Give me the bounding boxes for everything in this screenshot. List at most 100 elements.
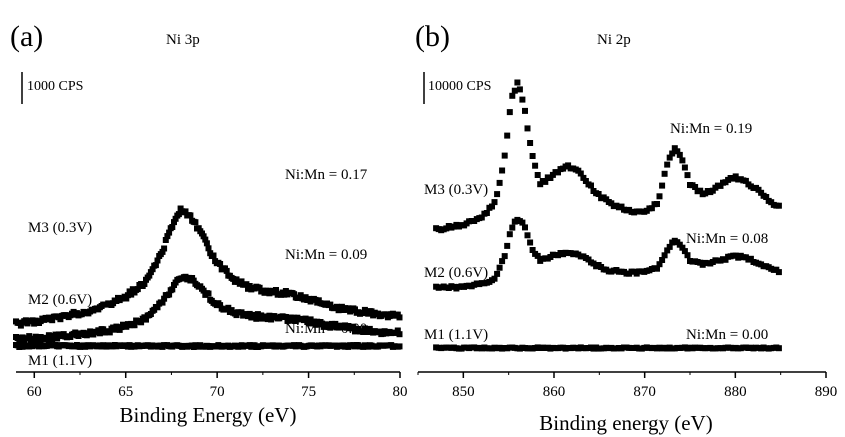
- data-point: [154, 304, 161, 311]
- panel-b-label-m3: M3 (0.3V): [424, 182, 488, 198]
- data-point: [333, 303, 340, 310]
- panel-a-letter: (a): [10, 20, 43, 53]
- data-point: [674, 148, 681, 155]
- data-point: [182, 208, 189, 215]
- data-point: [223, 267, 230, 274]
- panel-a-xlabel: Binding Energy (eV): [120, 403, 297, 427]
- panel-b-ticks: 850 860 870 880 890: [417, 372, 838, 400]
- data-point: [57, 316, 64, 323]
- data-point: [656, 261, 663, 268]
- data-point: [128, 291, 135, 298]
- x-tick-label: 890: [815, 384, 838, 400]
- data-point: [268, 316, 275, 323]
- data-point: [516, 86, 523, 93]
- data-point: [501, 253, 508, 260]
- data-point: [654, 265, 660, 272]
- data-point: [171, 219, 177, 226]
- data-point: [154, 257, 161, 264]
- data-point: [684, 252, 691, 259]
- data-point: [491, 199, 498, 206]
- data-point: [143, 316, 149, 323]
- data-point: [281, 291, 288, 298]
- series-2: [433, 216, 782, 292]
- data-point: [284, 317, 291, 324]
- x-tick-label: 80: [393, 384, 408, 400]
- data-point: [159, 248, 166, 255]
- panel-a-label-m1: M1 (1.1V): [28, 353, 92, 369]
- panel-b-label-m1: M1 (1.1V): [424, 327, 488, 343]
- data-point: [524, 232, 531, 239]
- data-point: [266, 312, 273, 319]
- data-point: [555, 169, 561, 176]
- data-point: [534, 172, 541, 178]
- data-point: [496, 179, 503, 186]
- data-point: [524, 125, 531, 132]
- data-point: [312, 321, 319, 328]
- data-point: [654, 201, 660, 207]
- data-point: [166, 229, 173, 236]
- data-point: [138, 319, 145, 326]
- data-point: [547, 175, 554, 181]
- data-point: [669, 150, 676, 157]
- data-point: [580, 174, 587, 181]
- data-point: [532, 162, 539, 169]
- data-point: [504, 242, 511, 249]
- data-point: [618, 203, 625, 210]
- panel-b-scale-label: 10000 CPS: [428, 79, 491, 94]
- data-point: [671, 145, 678, 152]
- data-point: [141, 281, 148, 287]
- data-point: [291, 314, 298, 321]
- data-point: [131, 322, 138, 329]
- data-point: [44, 336, 51, 343]
- data-point: [681, 248, 688, 255]
- data-point: [200, 287, 207, 294]
- data-point: [327, 324, 334, 331]
- data-point: [542, 178, 549, 185]
- data-point: [96, 330, 103, 337]
- data-point: [499, 258, 506, 265]
- data-point: [190, 277, 197, 284]
- data-point: [491, 275, 498, 282]
- data-point: [162, 237, 169, 243]
- data-point: [26, 333, 33, 340]
- data-point: [251, 312, 258, 319]
- data-point: [129, 286, 136, 293]
- data-point: [350, 323, 357, 330]
- data-point: [537, 181, 544, 188]
- data-point: [345, 305, 352, 312]
- data-point: [394, 327, 401, 334]
- data-point: [742, 177, 749, 184]
- data-point: [648, 205, 655, 212]
- data-point: [225, 304, 232, 311]
- data-point: [676, 151, 683, 158]
- data-point: [338, 303, 345, 310]
- data-point: [352, 306, 358, 313]
- data-point: [368, 308, 375, 315]
- data-point: [22, 317, 29, 324]
- data-point: [506, 109, 513, 116]
- series-1: [433, 79, 782, 234]
- data-point: [164, 233, 171, 240]
- data-point: [692, 184, 699, 190]
- panel-b-ratio-m2: Ni:Mn = 0.08: [686, 231, 768, 247]
- panel-b-xlabel: Binding energy (eV): [539, 411, 712, 435]
- data-point: [187, 212, 194, 219]
- data-point: [203, 240, 210, 247]
- data-point: [509, 92, 516, 99]
- data-point: [307, 316, 314, 323]
- data-point: [291, 291, 298, 298]
- data-point: [697, 187, 704, 194]
- panel-a-ratio-m3: Ni:Mn = 0.17: [285, 167, 368, 183]
- data-point: [509, 224, 516, 231]
- data-point: [172, 215, 179, 222]
- panel-a-ratio-m2: Ni:Mn = 0.09: [285, 247, 367, 263]
- data-point: [582, 178, 589, 184]
- data-point: [522, 224, 528, 231]
- data-point: [256, 284, 263, 291]
- panel-b: (b) Ni 2p 10000 CPS 850 860 870 880 890 Bind…: [415, 20, 837, 435]
- data-point: [396, 331, 403, 338]
- x-tick-label: 60: [27, 384, 42, 400]
- data-point: [327, 301, 334, 308]
- panel-a: (a) Ni 3p 1000 CPS 60 65 70 75 80 Binding En…: [10, 20, 408, 427]
- data-point: [656, 193, 663, 200]
